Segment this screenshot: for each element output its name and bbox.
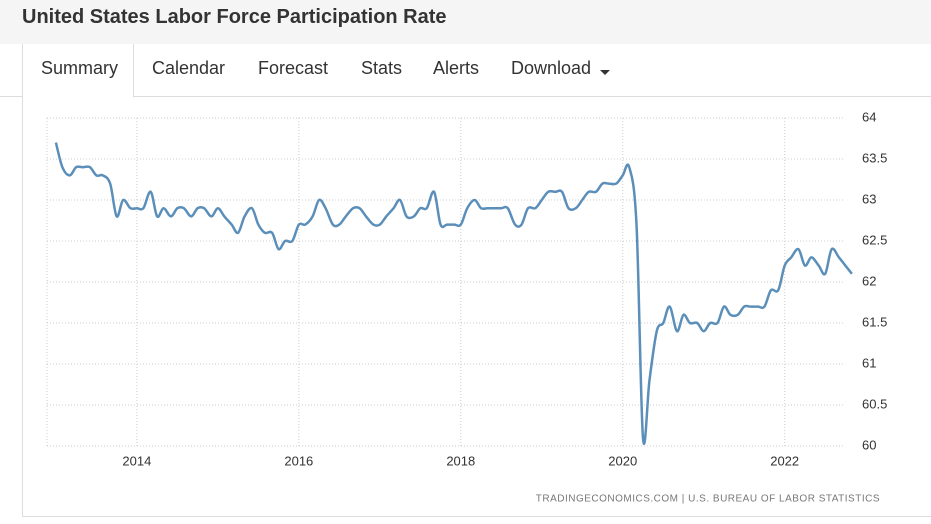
header: United States Labor Force Participation … — [0, 0, 931, 44]
y-tick-label: 60 — [862, 437, 876, 452]
x-tick-label: 2018 — [446, 453, 475, 468]
tab[interactable]: Download — [511, 58, 592, 78]
tab[interactable]: Stats — [361, 58, 403, 78]
y-tick-label: 62.5 — [862, 232, 887, 247]
y-tick-label: 61 — [862, 355, 876, 370]
y-tick-label: 60.5 — [862, 396, 887, 411]
x-tick-label: 2014 — [122, 453, 151, 468]
x-tick-label: 2016 — [284, 453, 313, 468]
y-tick-label: 63.5 — [862, 150, 887, 165]
y-tick-label: 63 — [862, 191, 876, 206]
tab[interactable]: Alerts — [433, 58, 480, 78]
tab[interactable]: Forecast — [258, 58, 329, 78]
source: TRADINGECONOMICS.COM | U.S. BUREAU OF LA… — [536, 494, 880, 505]
tab-bar: Summary Calendar Forecast Stats Alerts D… — [0, 44, 931, 98]
tab[interactable]: Summary — [22, 44, 134, 98]
y-tick-label: 61.5 — [862, 314, 887, 329]
data-line — [54, 142, 853, 445]
y-tick-label: 62 — [862, 273, 876, 288]
tab[interactable]: Calendar — [152, 58, 226, 78]
chart-container — [22, 97, 931, 517]
page-title: United States Labor Force Participation … — [22, 6, 447, 28]
y-tick-label: 64 — [862, 109, 876, 124]
x-tick-label: 2020 — [608, 453, 637, 468]
x-tick-label: 2022 — [770, 453, 799, 468]
